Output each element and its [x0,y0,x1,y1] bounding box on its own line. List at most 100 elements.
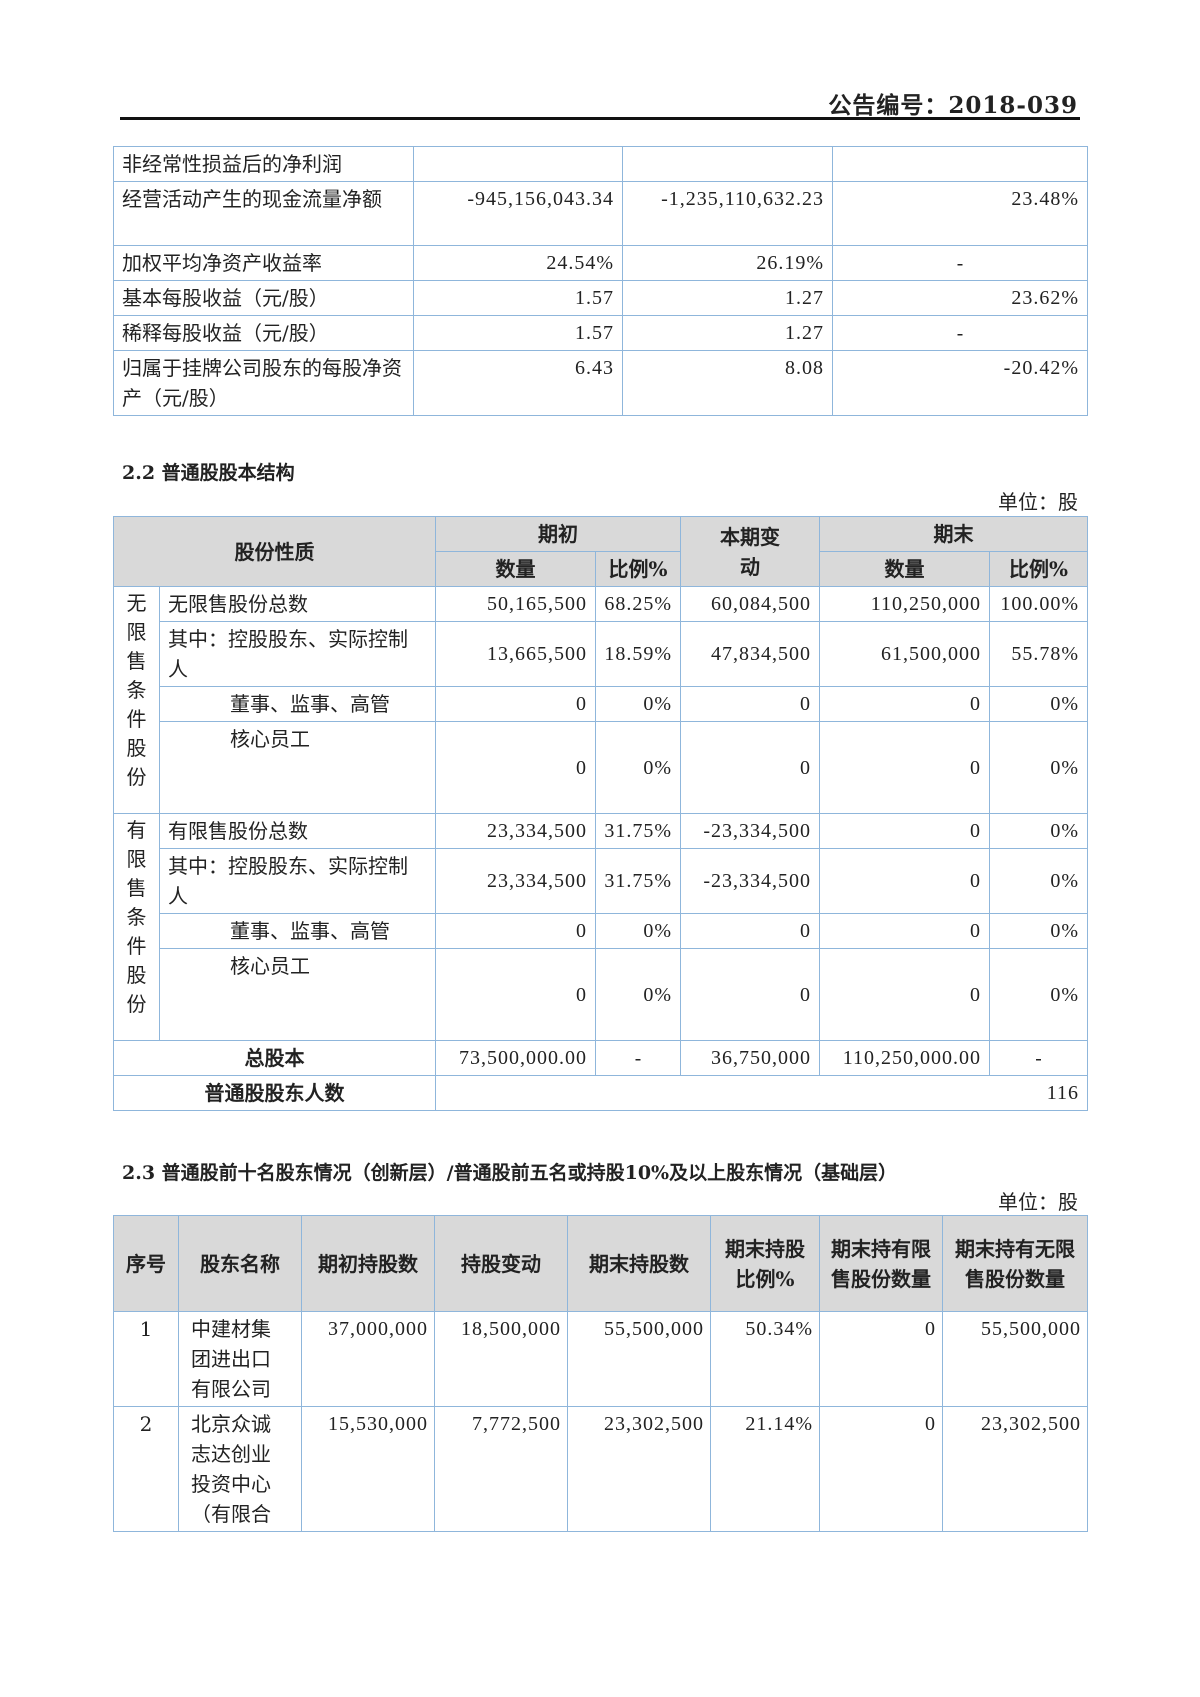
value-cell: 0% [989,913,1088,949]
value-cell: 0 [435,686,596,722]
value-cell: 18,500,000 [434,1311,568,1407]
header-end-qty: 数量 [819,551,990,587]
table-row: 基本每股收益（元/股） 1.57 1.27 23.62% [113,280,1088,316]
section-2-2-unit: 单位：股 [998,490,1078,514]
total-row: 总股本 73,500,000.00-36,750,000 110,250,000.0… [113,1040,1088,1076]
value-cell: 0 [435,913,596,949]
header-share-nature: 股份性质 [113,516,436,587]
value-cell: 55.78% [989,621,1088,687]
total-value: 36,750,000 [680,1040,820,1076]
shareholder-row: 1 中建材集团进出口有限公司 37,000,000 18,500,000 55,500,… [113,1311,1088,1407]
value-cell: 0 [680,948,820,1041]
table-row: 有限售条件股份 有限售股份总数 23,334,500 31.75% -23,334,50… [113,813,1088,1041]
value-cell: 0 [819,1311,943,1407]
announcement-number: 公告编号：2018-039 [828,92,1078,119]
value-cell: 1.27 [622,315,833,351]
total-value: - [989,1040,1088,1076]
value-cell: 0 [435,721,596,814]
value-cell: 0% [989,686,1088,722]
total-value: 110,250,000.00 [819,1040,990,1076]
value-cell [413,146,623,182]
value-cell: -945,156,043.34 [413,181,623,246]
value-cell: 13,665,500 [435,621,596,687]
value-cell: 1.27 [622,280,833,316]
column-header: 期末持股比例% [710,1215,820,1312]
row-label: 基本每股收益（元/股） [113,280,414,316]
value-cell: 0% [989,948,1088,1041]
value-cell [832,146,1088,182]
value-cell: 0 [680,686,820,722]
value-cell: - [832,315,1088,351]
table-row: 其中：控股股东、实际控制人 13,665,500 18.59% 47,834,500 6… [114,621,1088,687]
value-cell: 0 [819,1406,943,1532]
value-cell: 21.14% [710,1406,820,1532]
table-row: 董事、监事、高管 0 0% 0 0 0% [114,913,1088,949]
row-label: 核心员工 [159,948,436,1041]
value-cell: 50,165,500 [435,586,596,622]
total-value: - [595,1040,681,1076]
value-cell: 0 [819,848,990,914]
share-structure-table: 股份性质 期初 本期变动 期末 数量 比例% 数量 比例% 无限售条件股份 无限售… [113,516,1088,1111]
row-label: 其中：控股股东、实际控制人 [159,848,436,914]
category-label: 无限售条件股份 [113,586,160,814]
value-cell: 0 [819,721,990,814]
table-row: 非经常性损益后的净利润 [113,146,1088,182]
value-cell: 0% [595,913,681,949]
column-header: 期初持股数 [301,1215,435,1312]
value-cell: 0 [819,913,990,949]
header-period-change: 本期变动 [680,516,820,587]
table-row: 归属于挂牌公司股东的每股净资产（元/股） 6.43 8.08 -20.42% [113,350,1088,416]
holders-row: 普通股股东人数 116 [113,1075,1088,1111]
total-value: 73,500,000.00 [435,1040,596,1076]
value-cell: 68.25% [595,586,681,622]
value-cell: 6.43 [413,350,623,416]
header-begin-ratio: 比例% [595,551,681,587]
value-cell: 100.00% [989,586,1088,622]
value-cell: 23,302,500 [942,1406,1088,1532]
value-cell: 1.57 [413,280,623,316]
header-end-ratio: 比例% [989,551,1088,587]
value-cell: 110,250,000 [819,586,990,622]
shareholder-name: 北京众诚志达创业投资中心（有限合 [178,1406,302,1532]
value-cell: 15,530,000 [301,1406,435,1532]
shareholder-name: 中建材集团进出口有限公司 [178,1311,302,1407]
row-label: 其中：控股股东、实际控制人 [159,621,436,687]
total-label: 总股本 [113,1040,436,1076]
holders-label: 普通股股东人数 [113,1075,436,1111]
row-number: 1 [113,1311,179,1407]
value-cell: 61,500,000 [819,621,990,687]
value-cell: 0 [819,686,990,722]
value-cell: 0% [595,948,681,1041]
value-cell: 0 [819,813,990,849]
value-cell: 0 [819,948,990,1041]
value-cell: 23,334,500 [435,813,596,849]
value-cell: 8.08 [622,350,833,416]
row-label: 加权平均净资产收益率 [113,245,414,281]
row-label: 稀释每股收益（元/股） [113,315,414,351]
value-cell: 31.75% [595,848,681,914]
table-row: 核心员工 0 0% 0 0 0% [114,721,1088,814]
section-2-3-unit: 单位：股 [998,1190,1078,1214]
column-header: 持股变动 [434,1215,568,1312]
value-cell: -23,334,500 [680,848,820,914]
shareholder-row: 2 北京众诚志达创业投资中心（有限合 15,530,000 7,772,500 23,3… [113,1406,1088,1532]
section-2-2-title: 2.2 普通股股本结构 [122,462,295,484]
row-label: 董事、监事、高管 [159,913,436,949]
value-cell: 23.48% [832,181,1088,246]
section-2-3-title: 2.3 普通股前十名股东情况（创新层）/普通股前五名或持股10%及以上股东情况（… [122,1162,898,1184]
value-cell: 23,302,500 [567,1406,711,1532]
table-row: 核心员工 0 0% 0 0 0% [114,948,1088,1041]
value-cell: 0 [435,948,596,1041]
value-cell: -20.42% [832,350,1088,416]
column-header: 期末持有限售股份数量 [819,1215,943,1312]
row-number: 2 [113,1406,179,1532]
column-header: 股东名称 [178,1215,302,1312]
value-cell: -1,235,110,632.23 [622,181,833,246]
value-cell: 0 [680,913,820,949]
financial-indicators-table: 非经常性损益后的净利润 经营活动产生的现金流量净额 -945,156,043.34-… [113,146,1088,416]
holders-count: 116 [435,1075,1088,1111]
value-cell: 23.62% [832,280,1088,316]
value-cell: 50.34% [710,1311,820,1407]
value-cell: 0 [680,721,820,814]
value-cell: 55,500,000 [942,1311,1088,1407]
